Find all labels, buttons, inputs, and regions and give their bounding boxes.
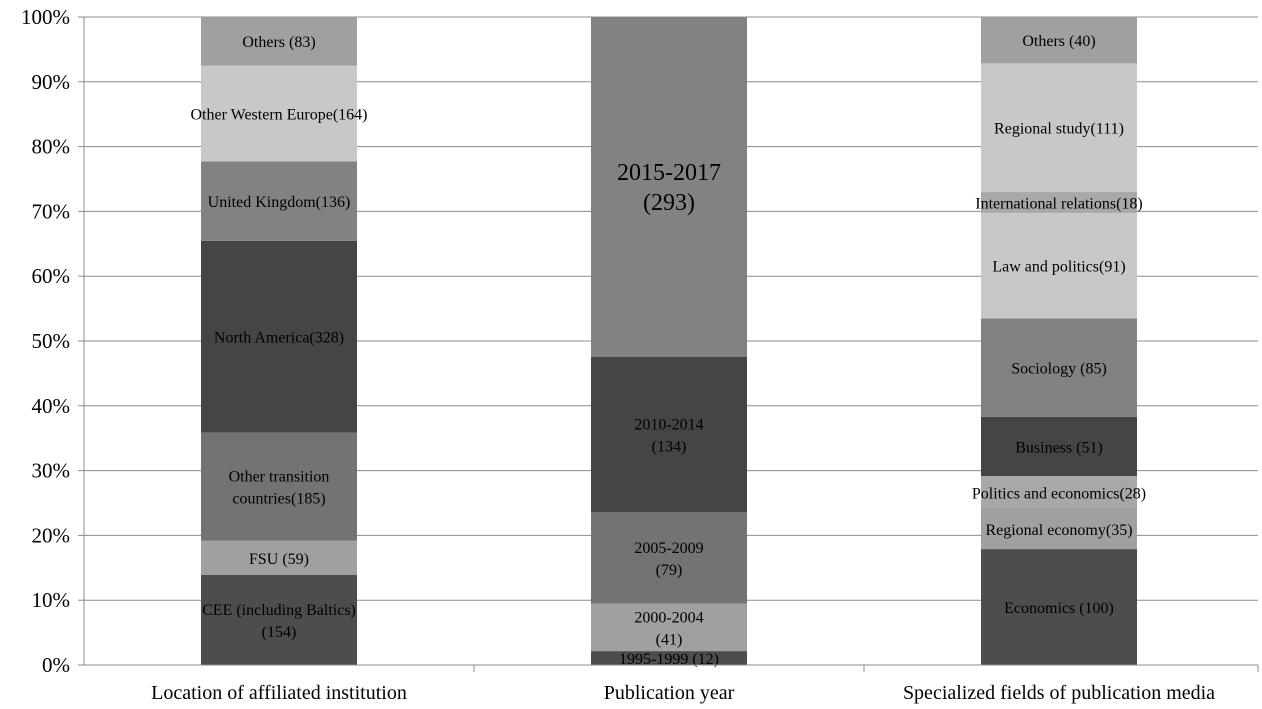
segment-data-label: 2010-2014	[634, 416, 703, 433]
bar-segment	[981, 63, 1137, 193]
bar-segment	[591, 511, 747, 604]
y-tick-label: 100%	[21, 5, 70, 29]
y-tick-label: 90%	[32, 70, 71, 94]
bar-segment	[981, 549, 1137, 665]
segment-data-label: FSU (59)	[249, 551, 309, 568]
y-tick-label: 0%	[42, 653, 70, 677]
x-category-label: Publication year	[604, 682, 735, 704]
bar-segment	[201, 240, 357, 433]
x-axis	[83, 17, 1259, 672]
segment-data-label: 2005-2009	[634, 540, 703, 557]
segment-data-label: Politics and economics(28)	[972, 485, 1146, 502]
bar-segment	[981, 416, 1137, 477]
segment-data-label: Sociology (85)	[1011, 361, 1107, 378]
segment-data-label: 1995-1999 (12)	[619, 651, 719, 668]
y-tick-label: 50%	[32, 329, 71, 353]
bar-segment	[981, 476, 1137, 509]
segment-data-label: (41)	[656, 631, 683, 648]
x-category-label: Location of affiliated institution	[151, 682, 407, 704]
segment-data-label: Economics (100)	[1004, 600, 1114, 617]
y-tick-label: 80%	[32, 135, 71, 159]
bar-segment	[591, 17, 747, 357]
segment-data-label: Others (40)	[1022, 33, 1095, 50]
segment-data-label: 2000-2004	[634, 609, 703, 626]
y-axis-tick-labels: 0% 10% 20% 30% 40% 50% 60% 70% 80% 90% 100%	[21, 5, 84, 677]
y-tick-label: 40%	[32, 394, 71, 418]
y-tick-label: 20%	[32, 523, 71, 547]
segment-data-label: Business (51)	[1015, 439, 1103, 456]
y-tick-label: 30%	[32, 459, 71, 483]
segment-data-label: (293)	[643, 190, 695, 216]
bars: CEE (including Baltics) (154) FSU (59) Othe…	[190, 17, 1146, 668]
bar-stack: Economics (100) Regional economy(35) Polit…	[972, 17, 1146, 665]
bar-stack: CEE (including Baltics) (154) FSU (59) Othe…	[190, 17, 368, 665]
segment-data-label: Law and politics(91)	[992, 259, 1125, 276]
bar-stack: 1995-1999 (12) 2000-2004 (41) 2005-2009 (79)…	[591, 17, 747, 668]
segment-data-label: (79)	[656, 562, 683, 579]
segment-data-label: Others (83)	[242, 34, 315, 51]
bar-segment	[981, 212, 1137, 319]
bar-segment	[591, 651, 747, 665]
segment-data-label: North America(328)	[214, 330, 344, 347]
segment-data-label: Regional economy(35)	[985, 522, 1132, 539]
segment-data-label: CEE (including Baltics)	[202, 602, 356, 619]
y-tick-label: 10%	[32, 588, 71, 612]
bar-segment	[201, 161, 357, 241]
x-category-label: Specialized fields of publication media	[903, 682, 1215, 704]
bar-segment	[591, 356, 747, 512]
segment-data-label: 2015-2017	[617, 160, 721, 186]
segment-data-label: (154)	[262, 624, 297, 641]
segment-data-label: United Kingdom(136)	[208, 194, 351, 211]
segment-data-label: Regional study(111)	[994, 121, 1124, 138]
bar-segment	[591, 603, 747, 652]
y-tick-label: 70%	[32, 199, 71, 223]
bar-segment	[981, 192, 1137, 213]
segment-data-label: Other transition	[229, 468, 330, 485]
bar-segment	[201, 17, 357, 66]
bar-segment	[981, 508, 1137, 550]
bar-segment	[201, 540, 357, 576]
bar-segment	[981, 318, 1137, 417]
x-axis-category-labels: Location of affiliated institution Public…	[151, 682, 1215, 704]
bar-segment	[201, 432, 357, 541]
segment-data-label: (134)	[652, 438, 687, 455]
bar-segment	[201, 65, 357, 162]
segment-data-label: countries(185)	[232, 490, 325, 507]
bar-segment	[981, 17, 1137, 64]
y-tick-label: 60%	[32, 264, 71, 288]
bar-segment	[201, 575, 357, 665]
segment-data-label: Other Western Europe(164)	[190, 106, 367, 123]
segment-data-label: International relations(18)	[975, 195, 1143, 212]
